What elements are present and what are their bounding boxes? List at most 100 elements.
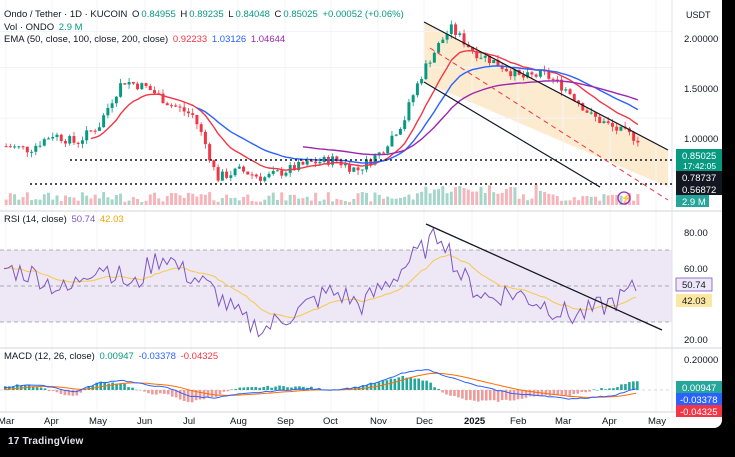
volume-bar — [568, 200, 572, 205]
macd-histogram-bar — [31, 386, 35, 390]
time-axis-label: Apr — [602, 416, 617, 427]
candle-body — [174, 105, 178, 107]
macd-label[interactable]: MACD (12, 26, close) — [4, 351, 95, 362]
candle-body — [424, 63, 428, 80]
macd-legend: MACD (12, 26, close) 0.00947 -0.03378 -0… — [4, 351, 220, 363]
time-axis-label: Mar — [555, 416, 571, 427]
macd-histogram-bar — [226, 390, 230, 392]
macd-histogram-bar — [636, 381, 639, 390]
candle-body — [17, 146, 21, 148]
candle-body — [127, 81, 131, 85]
candle-body — [8, 146, 12, 148]
candle-body — [560, 79, 564, 91]
tradingview-logo-icon: 17 — [8, 436, 20, 447]
macd-histogram-bar — [393, 378, 397, 390]
level-2-badge — [676, 183, 722, 195]
candle-body — [297, 161, 301, 171]
macd-histogram-bar — [298, 386, 301, 390]
candle-body — [165, 103, 169, 106]
rsi-ma-label: 42.03 — [682, 296, 706, 307]
volume-bar — [424, 186, 428, 205]
volume-bar — [8, 193, 12, 205]
macd-histogram-bar — [620, 384, 623, 390]
candle-body — [555, 79, 559, 81]
volume-bar — [76, 200, 80, 205]
candle-body — [182, 107, 186, 112]
candle-body — [377, 152, 381, 156]
ema-label[interactable]: EMA (50, close, 100, close, 200, close) — [4, 34, 169, 45]
candle-body — [454, 24, 458, 35]
symbol-title[interactable]: Ondo / Tether · 1D · KUCOIN — [4, 9, 128, 20]
rsi-tick-label: 60.00 — [684, 264, 708, 275]
candle-body — [492, 59, 496, 64]
volume-legend: Vol · ONDO 2.9 M — [4, 22, 85, 34]
macd-lines — [3, 369, 639, 403]
macd-histogram-bar — [163, 390, 166, 394]
candle-body — [93, 130, 97, 132]
chart-canvas[interactable]: USDT 2.00000 1.50000 1.00000 0.85025 17:… — [0, 0, 722, 428]
candle-body — [55, 134, 59, 137]
rsi-label[interactable]: RSI (14, close) — [4, 214, 67, 225]
macd-histogram-bar — [624, 384, 627, 390]
tradingview-wordmark: TradingView — [22, 436, 84, 447]
volume-bar — [352, 198, 356, 205]
candle-body — [572, 94, 576, 101]
macd-histogram-bar — [218, 390, 222, 395]
macd-histogram-bar — [413, 378, 417, 390]
candle-body — [21, 146, 25, 148]
macd-histogram-bar — [401, 375, 405, 390]
candle-body — [123, 83, 127, 85]
volume-label[interactable]: Vol · ONDO — [4, 22, 55, 33]
candle-body — [263, 177, 267, 181]
volume-bar — [560, 200, 564, 205]
flash-icon[interactable] — [617, 191, 631, 205]
volume-bar — [543, 191, 547, 205]
macd-histogram-bar — [429, 382, 432, 390]
symbol-legend: Ondo / Tether · 1D · KUCOIN O 0.84955 H 0.… — [4, 9, 404, 20]
candle-body — [119, 83, 123, 97]
candle-body — [309, 160, 313, 162]
macd-histogram-bar — [465, 390, 468, 401]
volume-bar — [623, 201, 627, 205]
candle-body — [335, 156, 339, 162]
candle-body — [398, 128, 402, 135]
candle-body — [275, 170, 279, 172]
candle-body — [500, 65, 504, 69]
candle-body — [280, 170, 284, 176]
macd-histogram-bar — [294, 386, 297, 390]
macd-histogram-bar — [270, 387, 273, 390]
volume-bar — [589, 196, 593, 205]
volume-bar — [500, 192, 504, 205]
macd-histogram-bar — [449, 390, 452, 396]
candle-body — [13, 146, 17, 148]
macd-histogram-bar — [473, 390, 476, 401]
volume-bar — [305, 196, 309, 205]
volume-bar — [386, 196, 390, 205]
volume-bar — [504, 189, 508, 205]
macd-histogram-bar — [552, 390, 556, 396]
chart-area[interactable]: USDT 2.00000 1.50000 1.00000 0.85025 17:… — [0, 0, 722, 428]
volume-bar — [449, 191, 453, 205]
currency-label: USDT — [686, 10, 711, 20]
volume-bar — [610, 194, 614, 205]
macd-histogram-bar — [242, 387, 246, 390]
volume-bar — [292, 194, 296, 205]
macd-histogram-bar — [51, 390, 55, 391]
time-axis-label: Jul — [183, 416, 195, 427]
candle-body — [530, 72, 534, 75]
tradingview-logo[interactable]: 17 TradingView — [8, 436, 83, 447]
volume-bar — [80, 192, 84, 205]
ema50-value: 0.92233 — [172, 34, 208, 45]
macd-histogram-bar — [115, 383, 118, 390]
macd-histogram-bar — [230, 389, 234, 390]
ema100-value: 1.03126 — [211, 34, 247, 45]
time-axis-label: May — [648, 416, 666, 427]
candle-body — [301, 161, 305, 165]
volume-bar — [326, 192, 330, 205]
volume-bar — [280, 192, 284, 205]
candle-body — [428, 62, 432, 64]
price-tick-label: 2.00000 — [684, 34, 718, 45]
volume-bar — [483, 193, 487, 205]
candle-body — [598, 116, 602, 123]
